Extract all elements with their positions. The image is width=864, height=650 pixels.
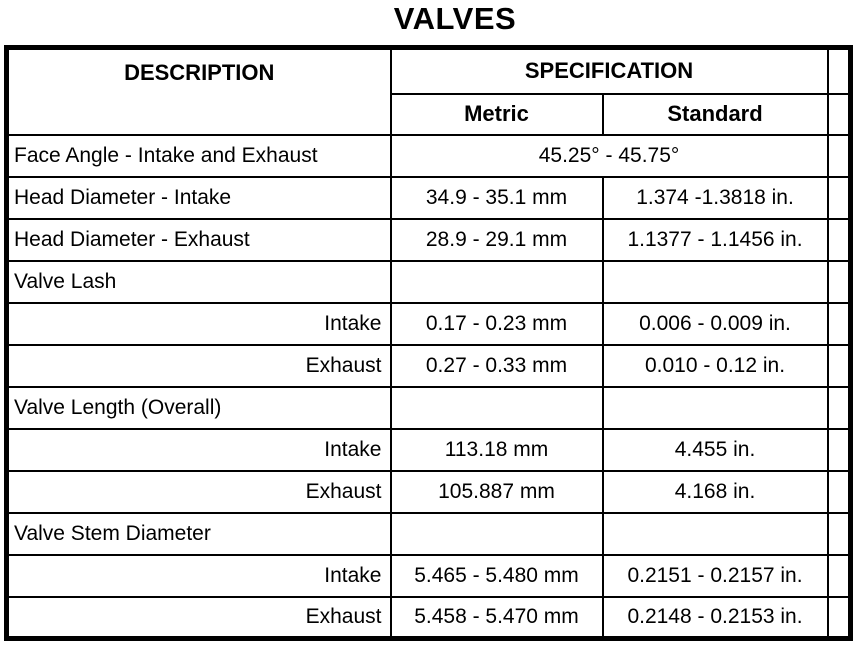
narrow-spacer-cell — [826, 217, 852, 262]
narrow-spacer-cell — [826, 46, 852, 95]
header-specification: SPECIFICATION — [389, 46, 829, 95]
table-row-valve-lash-intake: Intake 0.17 - 0.23 mm 0.006 - 0.009 in. — [5, 301, 852, 346]
row-description: Head Diameter - Intake — [5, 175, 392, 220]
narrow-spacer-cell — [826, 511, 852, 556]
narrow-spacer-cell — [826, 595, 852, 640]
row-standard-value — [601, 385, 829, 430]
row-standard-value: 0.2148 - 0.2153 in. — [601, 595, 829, 640]
table-row-valve-stem-diameter: Valve Stem Diameter — [5, 511, 852, 556]
row-standard-value: 1.1377 - 1.1456 in. — [601, 217, 829, 262]
table-row-valve-length-exhaust: Exhaust 105.887 mm 4.168 in. — [5, 469, 852, 514]
valves-spec-table: DESCRIPTION SPECIFICATION Metric Standar… — [4, 45, 854, 641]
narrow-spacer-cell — [826, 343, 852, 388]
row-metric-value: 28.9 - 29.1 mm — [389, 217, 604, 262]
row-description: Face Angle - Intake and Exhaust — [5, 133, 392, 178]
table-row-valve-lash: Valve Lash — [5, 259, 852, 304]
narrow-spacer-cell — [826, 133, 852, 178]
page-title: VALVES — [393, 1, 517, 36]
row-metric-value: 0.17 - 0.23 mm — [389, 301, 604, 346]
header-description: DESCRIPTION — [5, 46, 392, 136]
row-description: Valve Lash — [5, 259, 392, 304]
header-metric: Metric — [389, 92, 604, 136]
row-metric-value: 105.887 mm — [389, 469, 604, 514]
row-description: Head Diameter - Exhaust — [5, 217, 392, 262]
row-metric-value — [389, 259, 604, 304]
row-description: Exhaust — [5, 595, 392, 640]
narrow-spacer-cell — [826, 175, 852, 220]
row-description: Valve Length (Overall) — [5, 385, 392, 430]
spec-merged-value: 45.25° - 45.75° — [389, 133, 829, 178]
row-standard-value — [601, 511, 829, 556]
narrow-spacer-cell — [826, 469, 852, 514]
row-metric-value: 0.27 - 0.33 mm — [389, 343, 604, 388]
row-metric-value: 5.465 - 5.480 mm — [389, 553, 604, 598]
row-metric-value — [389, 511, 604, 556]
table-row-valve-stem-exhaust: Exhaust 5.458 - 5.470 mm 0.2148 - 0.2153… — [5, 595, 852, 640]
header-standard: Standard — [601, 92, 829, 136]
row-standard-value: 0.006 - 0.009 in. — [601, 301, 829, 346]
row-description: Intake — [5, 553, 392, 598]
row-description: Intake — [5, 427, 392, 472]
row-standard-value: 0.010 - 0.12 in. — [601, 343, 829, 388]
row-standard-value: 4.455 in. — [601, 427, 829, 472]
table-row-valve-length-intake: Intake 113.18 mm 4.455 in. — [5, 427, 852, 472]
table-row-head-diameter-intake: Head Diameter - Intake 34.9 - 35.1 mm 1.… — [5, 175, 852, 220]
table-row-head-diameter-exhaust: Head Diameter - Exhaust 28.9 - 29.1 mm 1… — [5, 217, 852, 262]
row-metric-value: 5.458 - 5.470 mm — [389, 595, 604, 640]
table-row-valve-length: Valve Length (Overall) — [5, 385, 852, 430]
row-description: Valve Stem Diameter — [5, 511, 392, 556]
narrow-spacer-cell — [826, 301, 852, 346]
row-description: Exhaust — [5, 343, 392, 388]
header-row-2: Metric Standard — [7, 92, 852, 136]
header-row-1: DESCRIPTION SPECIFICATION — [5, 46, 852, 136]
row-metric-value: 34.9 - 35.1 mm — [389, 175, 604, 220]
row-metric-value — [389, 385, 604, 430]
row-metric-value: 113.18 mm — [389, 427, 604, 472]
narrow-spacer-cell — [826, 427, 852, 472]
row-standard-value — [601, 259, 829, 304]
narrow-spacer-cell — [826, 92, 852, 136]
row-description: Intake — [5, 301, 392, 346]
table-row-valve-stem-intake: Intake 5.465 - 5.480 mm 0.2151 - 0.2157 … — [5, 553, 852, 598]
narrow-spacer-cell — [826, 553, 852, 598]
row-standard-value: 1.374 -1.3818 in. — [601, 175, 829, 220]
narrow-spacer-cell — [826, 385, 852, 430]
row-description: Exhaust — [5, 469, 392, 514]
row-standard-value: 4.168 in. — [601, 469, 829, 514]
table-row-face-angle: Face Angle - Intake and Exhaust 45.25° -… — [5, 133, 852, 178]
table-row-valve-lash-exhaust: Exhaust 0.27 - 0.33 mm 0.010 - 0.12 in. — [5, 343, 852, 388]
narrow-spacer-cell — [826, 259, 852, 304]
row-standard-value: 0.2151 - 0.2157 in. — [601, 553, 829, 598]
